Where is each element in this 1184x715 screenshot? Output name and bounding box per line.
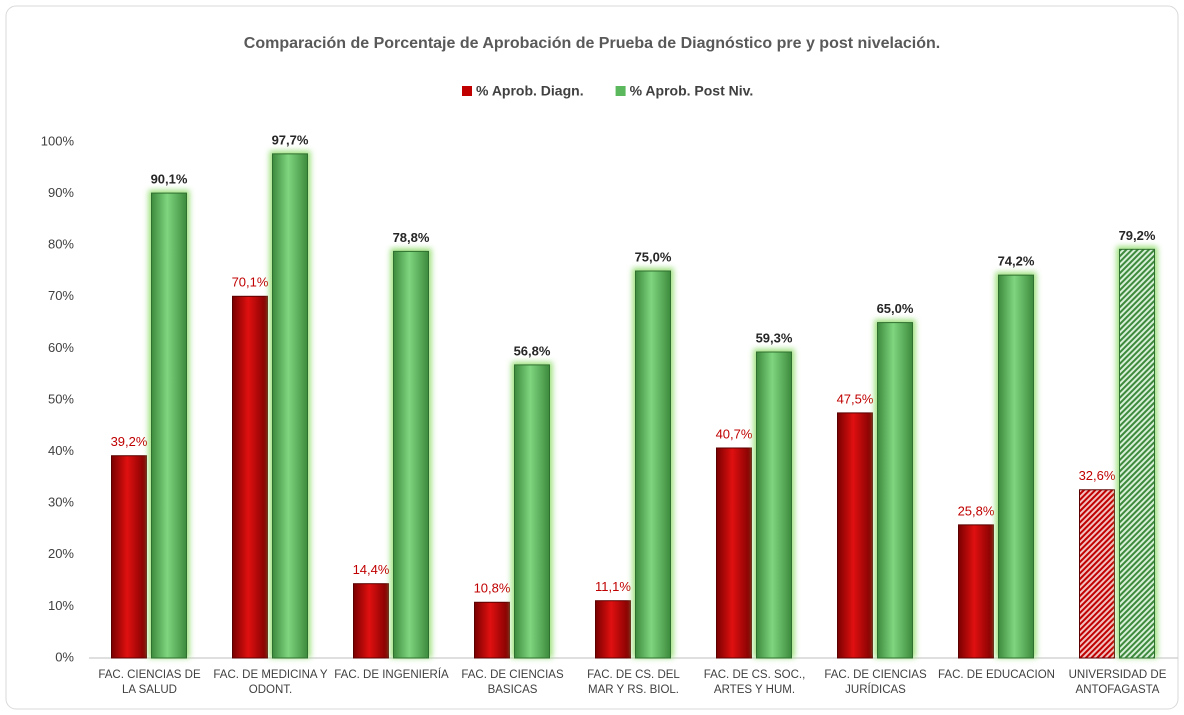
y-tick-label: 90% xyxy=(48,185,74,200)
y-tick-label: 70% xyxy=(48,288,74,303)
value-label: 47,5% xyxy=(837,391,874,406)
value-label: 11,1% xyxy=(595,579,631,594)
value-label: 59,3% xyxy=(756,330,793,345)
value-label: 56,8% xyxy=(514,343,551,358)
x-tick-label: UNIVERSIDAD DE ANTOFAGASTA xyxy=(1068,669,1167,696)
legend-label: % Aprob. Diagn. xyxy=(476,83,584,99)
legend-swatch xyxy=(462,86,472,96)
x-tick-label: FAC. DE CIENCIAS JURÍDICAS xyxy=(824,669,927,696)
value-label: 39,2% xyxy=(111,434,148,449)
x-tick-label: FAC. CIENCIAS DE LA SALUD xyxy=(98,669,201,696)
y-tick-label: 10% xyxy=(48,598,74,613)
value-label: 40,7% xyxy=(716,426,753,441)
chart-title: Comparación de Porcentaje de Aprobación … xyxy=(244,35,940,52)
bar xyxy=(998,274,1034,659)
bar xyxy=(474,601,510,659)
y-tick-label: 40% xyxy=(48,443,74,458)
bar xyxy=(1079,489,1115,659)
x-tick-label: FAC. DE INGENIERÍA xyxy=(334,669,449,681)
y-tick-label: 0% xyxy=(55,649,74,664)
value-label: 75,0% xyxy=(635,249,672,264)
y-tick-label: 50% xyxy=(48,391,74,406)
bar xyxy=(151,192,187,659)
x-tick-label: FAC. DE CS. SOC., ARTES Y HUM. xyxy=(703,669,806,696)
legend-swatch xyxy=(615,86,626,96)
value-label: 10,8% xyxy=(474,581,511,596)
y-tick-label: 100% xyxy=(41,133,75,148)
x-tick-label: FAC. DE MEDICINA Y ODONT. xyxy=(213,669,328,696)
bar xyxy=(635,270,671,659)
value-label: 74,2% xyxy=(998,254,1035,269)
x-tick-label: FAC. DE CS. DEL MAR Y RS. BIOL. xyxy=(587,669,680,696)
value-label: 90,1% xyxy=(151,172,188,187)
bar xyxy=(232,295,268,659)
x-tick-label: FAC. DE CIENCIAS BASICAS xyxy=(461,669,564,696)
bar xyxy=(272,153,308,659)
value-label: 14,4% xyxy=(353,562,390,577)
bar xyxy=(514,364,550,659)
bar xyxy=(111,455,147,659)
y-tick-label: 60% xyxy=(48,340,74,355)
bar xyxy=(958,524,994,659)
value-label: 25,8% xyxy=(958,503,995,518)
value-label: 70,1% xyxy=(232,275,269,290)
legend-label: % Aprob. Post Niv. xyxy=(630,83,754,99)
bar xyxy=(1119,248,1155,659)
y-tick-label: 80% xyxy=(48,237,74,252)
y-tick-label: 30% xyxy=(48,495,74,510)
y-tick-label: 20% xyxy=(48,546,74,561)
bar xyxy=(877,322,913,659)
bar xyxy=(716,447,752,659)
bar xyxy=(837,412,873,659)
value-label: 97,7% xyxy=(272,132,309,147)
value-label: 32,6% xyxy=(1079,468,1116,483)
bar xyxy=(393,250,429,659)
x-tick-label: FAC. DE EDUCACION xyxy=(938,669,1055,681)
value-label: 65,0% xyxy=(877,301,914,316)
bar xyxy=(353,583,389,659)
bar xyxy=(756,351,792,659)
value-label: 79,2% xyxy=(1119,228,1156,243)
bar xyxy=(595,600,631,659)
value-label: 78,8% xyxy=(393,230,430,245)
